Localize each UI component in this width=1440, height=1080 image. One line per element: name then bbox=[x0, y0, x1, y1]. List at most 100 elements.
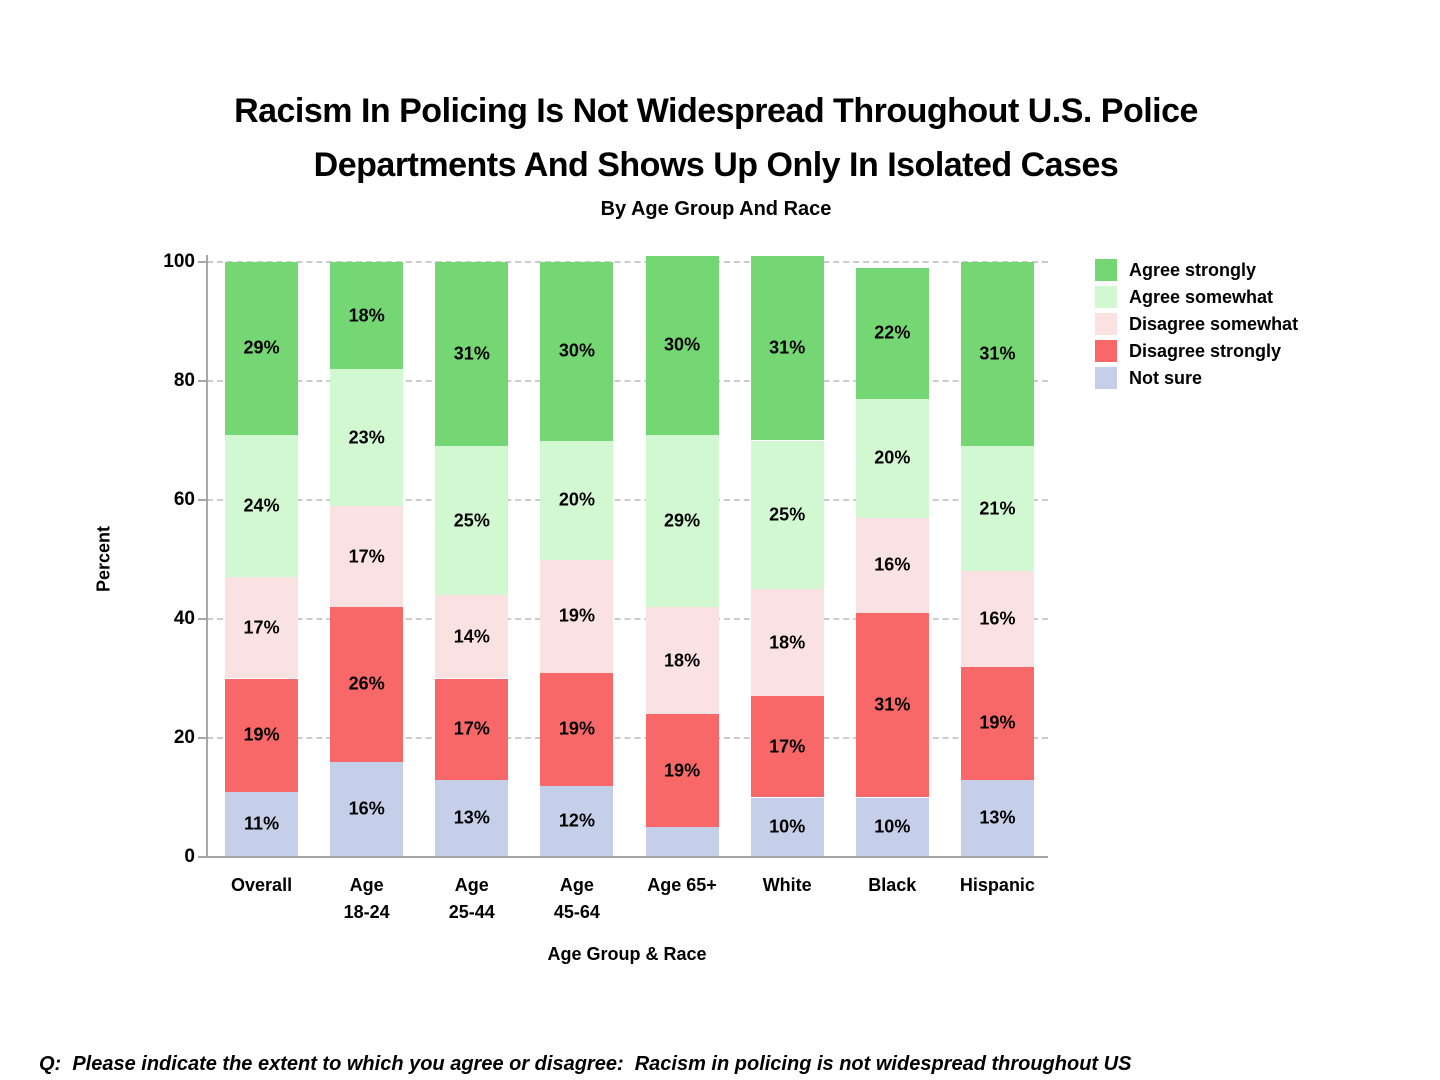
bar-segment bbox=[960, 571, 1034, 667]
bar-value-label: 16% bbox=[348, 798, 385, 819]
y-tick-label: 20 bbox=[173, 727, 195, 748]
y-tick-label: 100 bbox=[163, 251, 195, 272]
bar-segment bbox=[750, 696, 824, 798]
bar-value-label: 19% bbox=[243, 724, 280, 745]
bar-value-label: 11% bbox=[244, 813, 280, 834]
bar-segment bbox=[225, 577, 299, 679]
gridline bbox=[207, 499, 1048, 501]
bar-value-label: 20% bbox=[874, 447, 911, 468]
bar-value-label: 21% bbox=[979, 498, 1016, 519]
bar-value-label: 19% bbox=[558, 718, 595, 739]
bar-segment bbox=[960, 779, 1034, 857]
gridline bbox=[207, 261, 1048, 263]
bar-value-label: 30% bbox=[664, 334, 701, 355]
chart-title: Racism In Policing Is Not Widespread Thr… bbox=[0, 84, 1432, 192]
legend-label: Disagree somewhat bbox=[1129, 313, 1299, 334]
bar-segment bbox=[645, 256, 719, 435]
y-axis-line bbox=[206, 255, 208, 858]
bar-value-label: 25% bbox=[769, 504, 806, 525]
bar-segment bbox=[435, 779, 509, 857]
chart-subtitle: By Age Group And Race bbox=[600, 198, 832, 220]
legend-row: Agree strongly bbox=[1095, 259, 1298, 281]
chart-title-line2: Departments And Shows Up Only In Isolate… bbox=[313, 146, 1119, 184]
bar-segment bbox=[330, 607, 404, 762]
footnote: Q: Please indicate the extent to which y… bbox=[39, 982, 1131, 1080]
legend-label: Agree strongly bbox=[1129, 259, 1257, 280]
x-axis-line bbox=[206, 856, 1048, 858]
bar-value-label: 10% bbox=[874, 816, 911, 837]
x-tick-label: Age 45-64 bbox=[553, 875, 600, 922]
x-tick-label: Age 65+ bbox=[647, 875, 717, 895]
y-tick-mark bbox=[198, 499, 207, 501]
y-tick-mark bbox=[198, 737, 207, 739]
y-tick-mark bbox=[198, 261, 207, 263]
bar-segment bbox=[855, 797, 929, 857]
bar-segment bbox=[855, 398, 929, 518]
bar-segment bbox=[540, 785, 614, 857]
bar-segment bbox=[540, 440, 614, 560]
bar-segment bbox=[645, 434, 719, 608]
bar-value-label: 29% bbox=[243, 337, 280, 358]
bar-segment bbox=[960, 446, 1034, 572]
bar-segment bbox=[960, 666, 1034, 780]
bar-segment bbox=[855, 267, 929, 399]
bar-value-label: 31% bbox=[453, 343, 490, 364]
bar-value-label: 17% bbox=[348, 546, 385, 567]
bar-segment bbox=[225, 791, 299, 857]
bar-segment bbox=[645, 827, 719, 857]
legend: Agree strongly Agree somewhat Disagree som… bbox=[1095, 259, 1298, 389]
bar-segment bbox=[855, 517, 929, 614]
bar-segment bbox=[540, 262, 614, 441]
bar-value-label: 14% bbox=[453, 626, 490, 647]
bar-value-label: 16% bbox=[979, 608, 1016, 629]
bar-value-label: 31% bbox=[874, 694, 911, 715]
bar-value-label: 24% bbox=[243, 495, 280, 516]
bar-segment bbox=[225, 434, 299, 578]
bar-value-label: 26% bbox=[348, 673, 385, 694]
bar-segment bbox=[645, 607, 719, 715]
bar-value-label: 18% bbox=[348, 305, 385, 326]
x-tick-label: Black bbox=[868, 875, 917, 895]
bar-value-label: 23% bbox=[348, 427, 385, 448]
legend-label: Not sure bbox=[1129, 367, 1203, 388]
footnote-line1: Q: Please indicate the extent to which y… bbox=[39, 1053, 1132, 1075]
legend-row: Disagree somewhat bbox=[1095, 313, 1298, 335]
bar-segment bbox=[645, 714, 719, 828]
y-tick-mark bbox=[198, 856, 207, 858]
x-tick-label: Overall bbox=[231, 875, 293, 895]
y-axis-title: Percent bbox=[93, 525, 114, 593]
bar-segment bbox=[330, 761, 404, 857]
x-axis-title: Age Group & Race bbox=[547, 944, 707, 964]
y-tick-label: 60 bbox=[173, 489, 195, 510]
bar-segment bbox=[540, 672, 614, 786]
bar-segment bbox=[435, 446, 509, 596]
y-tick-mark bbox=[198, 618, 207, 620]
y-tick-label: 40 bbox=[173, 608, 195, 629]
legend-row: Agree somewhat bbox=[1095, 286, 1298, 308]
legend-swatch bbox=[1095, 313, 1117, 335]
bar-value-label: 25% bbox=[453, 510, 490, 531]
gridline bbox=[207, 737, 1048, 739]
bar-value-label: 17% bbox=[243, 617, 280, 638]
bar-value-label: 19% bbox=[979, 712, 1016, 733]
bar-value-label: 31% bbox=[979, 343, 1016, 364]
bar-segment bbox=[435, 262, 509, 447]
bar-segment bbox=[960, 262, 1034, 447]
legend-swatch bbox=[1095, 286, 1117, 308]
bar-value-label: 13% bbox=[453, 807, 490, 828]
y-tick-label: 80 bbox=[173, 370, 195, 391]
bar-segment bbox=[330, 262, 404, 370]
x-tick-label: White bbox=[762, 875, 812, 895]
bar-segment bbox=[225, 262, 299, 435]
gridline bbox=[207, 380, 1048, 382]
bar-value-label: 10% bbox=[769, 816, 806, 837]
chart-title-line1: Racism In Policing Is Not Widespread Thr… bbox=[234, 92, 1198, 130]
x-tick-label: Hispanic bbox=[959, 875, 1035, 895]
bar-segment bbox=[750, 589, 824, 697]
bar-segment bbox=[225, 678, 299, 792]
bar-value-label: 19% bbox=[664, 760, 701, 781]
bar-segment bbox=[750, 797, 824, 857]
bar-value-label: 29% bbox=[664, 510, 701, 531]
